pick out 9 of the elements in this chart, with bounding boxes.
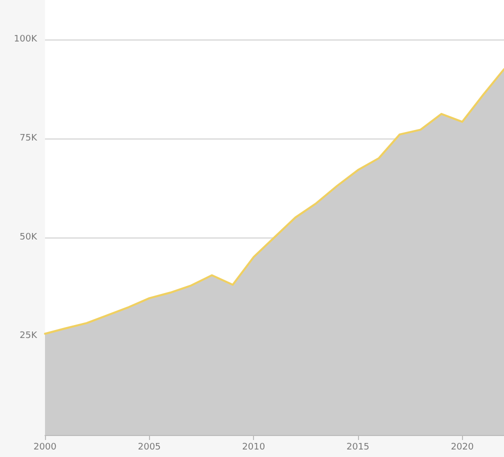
x-tick-label: 2015 [346,442,370,452]
y-tick-label: 50K [20,232,38,242]
x-tick-label: 2010 [242,442,266,452]
x-tick-label: 2005 [138,442,161,452]
y-tick-label: 25K [20,331,38,342]
x-tick-label: 2000 [34,442,57,452]
y-tick-label: 100K [14,34,38,45]
x-tick-label: 2020 [450,442,474,452]
y-tick-label: 75K [20,133,38,144]
